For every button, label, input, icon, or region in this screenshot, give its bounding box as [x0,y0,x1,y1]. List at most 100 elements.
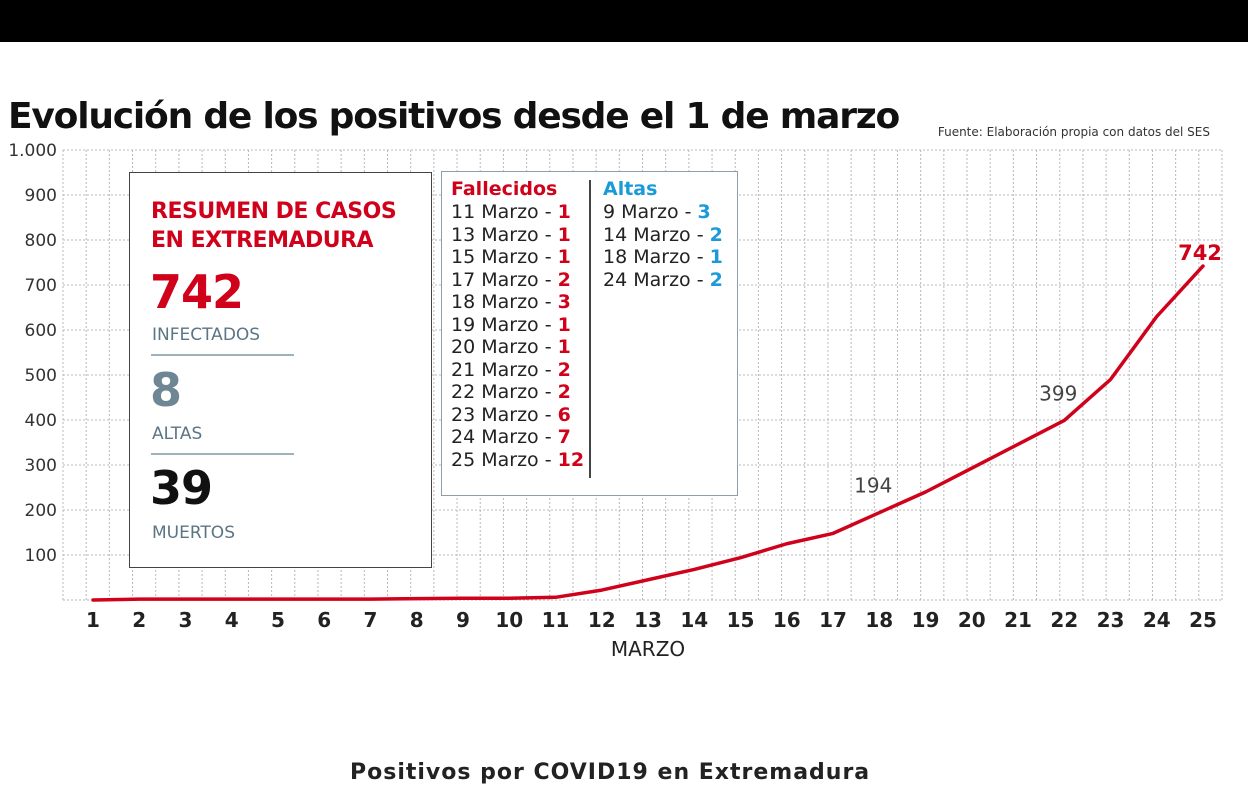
y-tick-label: 500 [25,366,57,386]
summary-box: RESUMEN DE CASOS EN EXTREMADURA 742 INFE… [129,172,432,568]
altas-title: Altas [603,178,658,200]
x-tick-label: 4 [225,608,239,632]
x-tick-label: 10 [495,608,523,632]
summary-heading: RESUMEN DE CASOS EN EXTREMADURA [151,199,397,253]
list-item-date: 15 Marzo - [451,246,558,268]
x-tick-label: 21 [1004,608,1032,632]
x-tick-label: 24 [1143,608,1171,632]
x-tick-label: 5 [271,608,285,632]
list-item-count: 2 [557,381,571,403]
list-item: 15 Marzo - 1 [451,246,584,269]
list-item-date: 20 Marzo - [451,336,558,358]
x-tick-label: 11 [542,608,570,632]
list-item-count: 6 [557,403,571,426]
x-tick-label: 3 [179,608,193,632]
altas-label: ALTAS [152,424,203,444]
x-tick-label: 20 [958,608,986,632]
x-tick-label: 17 [819,608,847,632]
list-item-date: 13 Marzo - [451,223,558,246]
x-tick-label: 8 [410,608,424,632]
y-tick-label: 800 [25,231,57,251]
list-item-count: 12 [557,448,585,471]
y-tick-label: 600 [25,321,57,341]
cut-off-caption: Positivos por COVID19 en Extremadura [350,760,871,785]
source-note: Fuente: Elaboración propia con datos del… [937,125,1210,139]
list-item-count: 1 [557,336,571,358]
x-tick-label: 14 [680,608,708,632]
list-item-date: 24 Marzo - [603,268,710,291]
list-item-date: 23 Marzo - [451,403,558,426]
list-item-count: 3 [557,291,571,313]
x-tick-label: 12 [588,608,616,632]
data-label: 399 [1039,381,1077,405]
list-item-date: 18 Marzo - [603,246,710,268]
list-item-date: 19 Marzo - [451,313,558,336]
list-item-date: 22 Marzo - [451,381,558,403]
list-item-count: 1 [557,313,571,336]
list-item-date: 25 Marzo - [451,448,558,471]
x-tick-label: 19 [912,608,940,632]
list-item: 23 Marzo - 6 [451,404,584,427]
daily-lists-box: Fallecidos 11 Marzo - 1 13 Marzo - 1 15 Ma… [441,171,738,496]
muertos-value: 39 [150,461,213,515]
x-tick-label: 13 [634,608,662,632]
y-tick-label: 700 [25,276,57,296]
x-tick-label: 9 [456,608,470,632]
altas-column: Altas 9 Marzo - 3 14 Marzo - 2 18 Marzo - … [603,178,723,291]
y-axis-ticks: 1.000 900 800 700 600 500 400 300 200 100 [8,141,57,566]
x-tick-label: 15 [727,608,755,632]
x-tick-label: 18 [865,608,893,632]
list-item: 17 Marzo - 2 [451,269,584,292]
list-item: 14 Marzo - 2 [603,224,723,247]
list-item-count: 7 [557,426,571,448]
x-axis-ticks: 1 2 3 4 5 6 7 8 9 10 11 12 13 14 15 16 17 18 19 20 21 22 23 24 2… [86,608,1217,632]
fallecidos-title: Fallecidos [451,178,558,200]
list-item-count: 2 [557,268,571,291]
data-label: 742 [1178,241,1222,265]
x-tick-label: 1 [86,608,100,632]
list-item: 19 Marzo - 1 [451,314,584,337]
x-tick-label: 22 [1050,608,1078,632]
list-item: 25 Marzo - 12 [451,449,584,472]
list-item: 18 Marzo - 3 [451,291,584,314]
list-item-date: 21 Marzo - [451,358,558,381]
y-tick-label: 300 [25,456,57,476]
list-item-date: 9 Marzo - [603,201,698,223]
list-item: 18 Marzo - 1 [603,246,723,269]
infectados-value: 742 [150,265,244,319]
list-item: 22 Marzo - 2 [451,381,584,404]
x-tick-label: 25 [1189,608,1217,632]
list-item-count: 1 [557,246,571,268]
x-tick-label: 2 [132,608,146,632]
x-axis-label: MARZO [611,637,685,661]
list-item-date: 24 Marzo - [451,426,558,448]
summary-separator [151,354,294,356]
y-tick-label: 100 [25,546,57,566]
list-item-count: 1 [557,223,571,246]
fallecidos-column: Fallecidos 11 Marzo - 1 13 Marzo - 1 15 Ma… [451,178,584,471]
list-item-date: 17 Marzo - [451,268,558,291]
x-tick-label: 16 [773,608,801,632]
list-item: 21 Marzo - 2 [451,359,584,382]
infectados-label: INFECTADOS [152,325,261,345]
list-item-count: 3 [697,201,711,223]
x-tick-label: 6 [317,608,331,632]
top-black-bar [0,0,1248,42]
list-item: 24 Marzo - 7 [451,426,584,449]
list-item-date: 11 Marzo - [451,201,558,223]
chart-title: Evolución de los positivos desde el 1 de… [8,96,900,137]
list-item: 13 Marzo - 1 [451,224,584,247]
list-item-count: 2 [709,268,723,291]
list-item: 11 Marzo - 1 [451,201,584,224]
x-tick-label: 23 [1097,608,1125,632]
y-tick-label: 900 [25,186,57,206]
series-group [91,264,1205,602]
altas-list: 9 Marzo - 3 14 Marzo - 2 18 Marzo - 1 24 Ma… [603,201,723,291]
muertos-label: MUERTOS [152,523,235,543]
list-item-count: 1 [557,201,571,223]
fallecidos-list: 11 Marzo - 1 13 Marzo - 1 15 Marzo - 1 17 M… [451,201,584,471]
series-line [91,264,1205,602]
annotations: 194 399 742 [854,241,1222,498]
list-item-count: 2 [709,223,723,246]
column-divider [589,180,591,478]
